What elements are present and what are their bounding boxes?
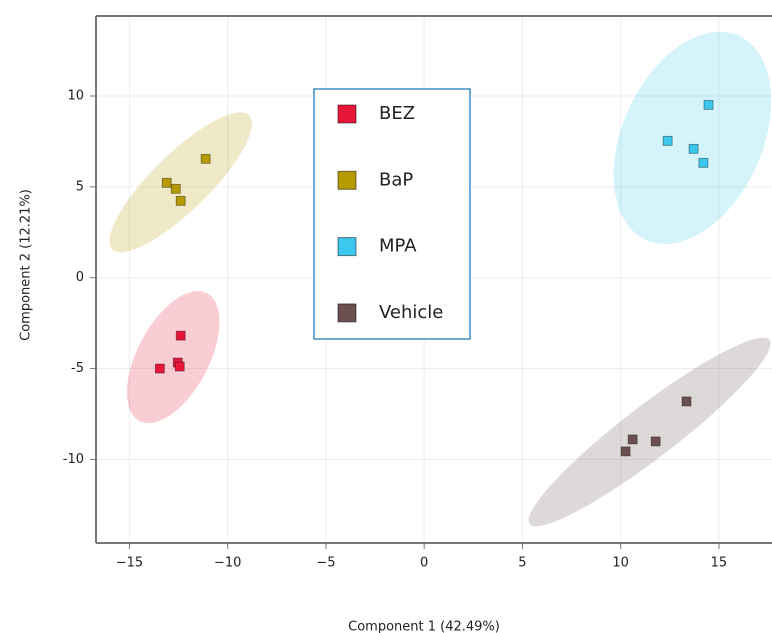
y-tick-label: 0 <box>76 270 84 285</box>
axes: −15 −10 −5 0 5 10 15 -10 -5 0 5 10 <box>63 15 772 571</box>
x-tick-label: −15 <box>116 556 143 571</box>
data-point <box>703 99 714 110</box>
points <box>154 99 714 457</box>
x-tick-label: 0 <box>420 556 428 571</box>
legend-swatch <box>337 237 357 257</box>
confidence-ellipse <box>127 291 220 423</box>
legend: BEZ BaP MPA Vehicle <box>337 103 443 323</box>
x-tick-label: 15 <box>711 556 728 571</box>
legend-swatch <box>337 170 357 190</box>
legend-label: BaP <box>379 169 413 190</box>
data-point <box>620 446 631 457</box>
legend-label: Vehicle <box>379 302 443 323</box>
confidence-ellipse <box>613 31 772 244</box>
y-tick-label: -10 <box>63 452 84 467</box>
data-point <box>650 436 661 447</box>
ellipses <box>109 31 772 527</box>
y-axis-label: Component 2 (12.21%) <box>19 189 34 341</box>
x-tick-label: −5 <box>316 556 335 571</box>
confidence-ellipse <box>109 112 253 253</box>
data-point <box>154 363 165 374</box>
legend-box <box>313 88 471 340</box>
y-tick-label: -5 <box>71 361 84 376</box>
data-point <box>170 183 181 194</box>
legend-swatch <box>337 104 357 124</box>
data-point <box>688 143 699 154</box>
data-point <box>174 361 185 372</box>
legend-swatch <box>337 303 357 323</box>
x-tick-label: 5 <box>518 556 526 571</box>
data-point <box>627 434 638 445</box>
data-point <box>698 157 709 168</box>
data-point <box>161 177 172 188</box>
x-tick-label: −10 <box>214 556 241 571</box>
data-point <box>681 396 692 407</box>
data-point <box>200 153 211 164</box>
confidence-ellipse <box>528 337 771 527</box>
data-point <box>175 195 186 206</box>
data-point <box>662 135 673 146</box>
legend-label: BEZ <box>379 103 415 124</box>
legend-label: MPA <box>379 236 417 257</box>
data-point <box>175 330 186 341</box>
y-tick-label: 5 <box>76 179 84 194</box>
x-axis-label: Component 1 (42.49%) <box>348 620 500 633</box>
x-tick-label: 10 <box>612 556 629 571</box>
y-tick-label: 10 <box>67 88 84 103</box>
